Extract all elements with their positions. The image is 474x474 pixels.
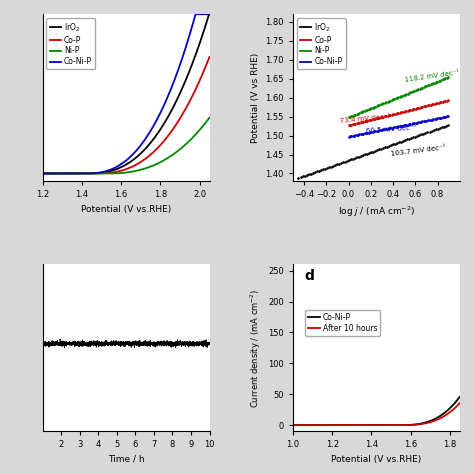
Text: 103.7 mV dec⁻¹: 103.7 mV dec⁻¹ (391, 144, 447, 157)
Y-axis label: Potential (V vs RHE): Potential (V vs RHE) (251, 53, 260, 143)
X-axis label: log $j$ / (mA cm$^{-2}$): log $j$ / (mA cm$^{-2}$) (338, 205, 415, 219)
Text: 60.5 mV dec⁻¹: 60.5 mV dec⁻¹ (365, 124, 416, 134)
Legend: IrO$_2$, Co-P, Ni-P, Co-Ni-P: IrO$_2$, Co-P, Ni-P, Co-Ni-P (46, 18, 95, 69)
Y-axis label: Current density / (mA cm$^{-2}$): Current density / (mA cm$^{-2}$) (248, 288, 263, 408)
Legend: Co-Ni-P, After 10 hours: Co-Ni-P, After 10 hours (305, 310, 380, 336)
X-axis label: Time / h: Time / h (108, 455, 145, 464)
Text: b: b (305, 19, 314, 33)
X-axis label: Potential (V vs.RHE): Potential (V vs.RHE) (331, 455, 421, 464)
X-axis label: Potential (V vs.RHE): Potential (V vs.RHE) (81, 205, 171, 214)
Text: 73.4 mV dec⁻¹: 73.4 mV dec⁻¹ (340, 114, 391, 124)
Text: 118.2 mV dec⁻¹: 118.2 mV dec⁻¹ (404, 70, 460, 83)
Text: d: d (305, 270, 314, 283)
Legend: IrO$_2$, Co-P, Ni-P, Co-Ni-P: IrO$_2$, Co-P, Ni-P, Co-Ni-P (297, 18, 346, 69)
